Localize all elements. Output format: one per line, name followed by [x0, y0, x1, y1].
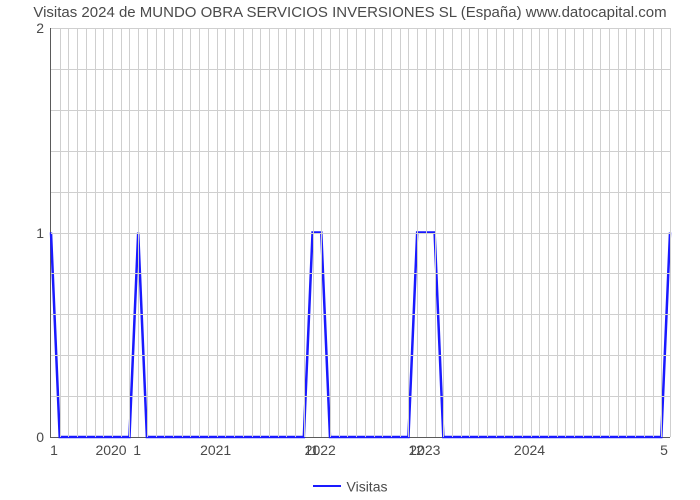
gridline-v — [313, 28, 314, 437]
gridline-v — [121, 28, 122, 437]
gridline-v — [225, 28, 226, 437]
gridline-v — [635, 28, 636, 437]
gridline-v — [557, 28, 558, 437]
gridline-v — [68, 28, 69, 437]
x-tick-label: 2024 — [514, 442, 545, 458]
gridline-v — [147, 28, 148, 437]
gridline-v — [304, 28, 305, 437]
y-tick-label: 0 — [4, 429, 44, 445]
gridline-v — [103, 28, 104, 437]
gridline-v — [417, 28, 418, 437]
gridline-v — [138, 28, 139, 437]
gridline-v — [86, 28, 87, 437]
gridline-v — [574, 28, 575, 437]
gridline-v — [374, 28, 375, 437]
gridline-v — [339, 28, 340, 437]
gridline-v — [653, 28, 654, 437]
gridline-v — [504, 28, 505, 437]
chart-title: Visitas 2024 de MUNDO OBRA SERVICIOS INV… — [0, 4, 700, 21]
gridline-v — [95, 28, 96, 437]
gridline-h-minor — [51, 69, 670, 70]
gridline-v — [217, 28, 218, 437]
legend-swatch — [313, 485, 341, 487]
gridline-v — [609, 28, 610, 437]
gridline-v — [190, 28, 191, 437]
gridline-h-minor — [51, 110, 670, 111]
series-value-label: 1 — [133, 442, 141, 458]
gridline-v — [382, 28, 383, 437]
gridline-v — [365, 28, 366, 437]
series-value-label: 11 — [304, 442, 319, 458]
gridline-v — [644, 28, 645, 437]
gridline-v — [539, 28, 540, 437]
gridline-v — [252, 28, 253, 437]
gridline-v — [426, 28, 427, 437]
gridline-v — [260, 28, 261, 437]
gridline-h-minor — [51, 396, 670, 397]
gridline-v — [129, 28, 130, 437]
gridline-h-minor — [51, 151, 670, 152]
gridline-v — [234, 28, 235, 437]
legend-label: Visitas — [347, 478, 388, 494]
series-value-label: 5 — [660, 442, 668, 458]
gridline-v — [269, 28, 270, 437]
y-tick-label: 1 — [4, 225, 44, 241]
y-tick-label: 2 — [4, 20, 44, 36]
gridline-v — [278, 28, 279, 437]
gridline-h-major — [51, 233, 670, 234]
gridline-v — [626, 28, 627, 437]
gridline-v — [112, 28, 113, 437]
gridline-v — [182, 28, 183, 437]
gridline-v — [661, 28, 662, 437]
gridline-v — [321, 28, 322, 437]
gridline-v — [565, 28, 566, 437]
x-tick-label: 2020 — [95, 442, 126, 458]
gridline-v — [443, 28, 444, 437]
gridline-v — [592, 28, 593, 437]
gridline-v — [330, 28, 331, 437]
gridline-v — [77, 28, 78, 437]
gridline-v — [487, 28, 488, 437]
gridline-v — [452, 28, 453, 437]
gridline-v — [243, 28, 244, 437]
gridline-v — [469, 28, 470, 437]
gridline-v — [583, 28, 584, 437]
gridline-v — [600, 28, 601, 437]
gridline-h-major — [51, 28, 670, 29]
visitas-line — [51, 233, 670, 438]
gridline-v — [670, 28, 671, 437]
gridline-v — [400, 28, 401, 437]
gridline-h-minor — [51, 314, 670, 315]
gridline-v — [513, 28, 514, 437]
chart-container: Visitas 2024 de MUNDO OBRA SERVICIOS INV… — [0, 0, 700, 500]
gridline-v — [164, 28, 165, 437]
gridline-v — [60, 28, 61, 437]
x-tick-label: 2021 — [200, 442, 231, 458]
gridline-v — [548, 28, 549, 437]
gridline-v — [286, 28, 287, 437]
gridline-v — [295, 28, 296, 437]
gridline-v — [522, 28, 523, 437]
gridline-v — [531, 28, 532, 437]
gridline-v — [496, 28, 497, 437]
plot-area — [50, 28, 670, 438]
series-value-label: 1 — [50, 442, 58, 458]
gridline-h-minor — [51, 273, 670, 274]
gridline-v — [173, 28, 174, 437]
gridline-v — [199, 28, 200, 437]
gridline-v — [618, 28, 619, 437]
gridline-h-minor — [51, 192, 670, 193]
gridline-v — [347, 28, 348, 437]
gridline-v — [435, 28, 436, 437]
gridline-v — [461, 28, 462, 437]
gridline-v — [208, 28, 209, 437]
gridline-v — [391, 28, 392, 437]
legend: Visitas — [0, 477, 700, 494]
gridline-h-minor — [51, 355, 670, 356]
gridline-v — [408, 28, 409, 437]
gridline-v — [356, 28, 357, 437]
gridline-v — [478, 28, 479, 437]
gridline-v — [156, 28, 157, 437]
series-value-label: 12 — [408, 442, 424, 458]
